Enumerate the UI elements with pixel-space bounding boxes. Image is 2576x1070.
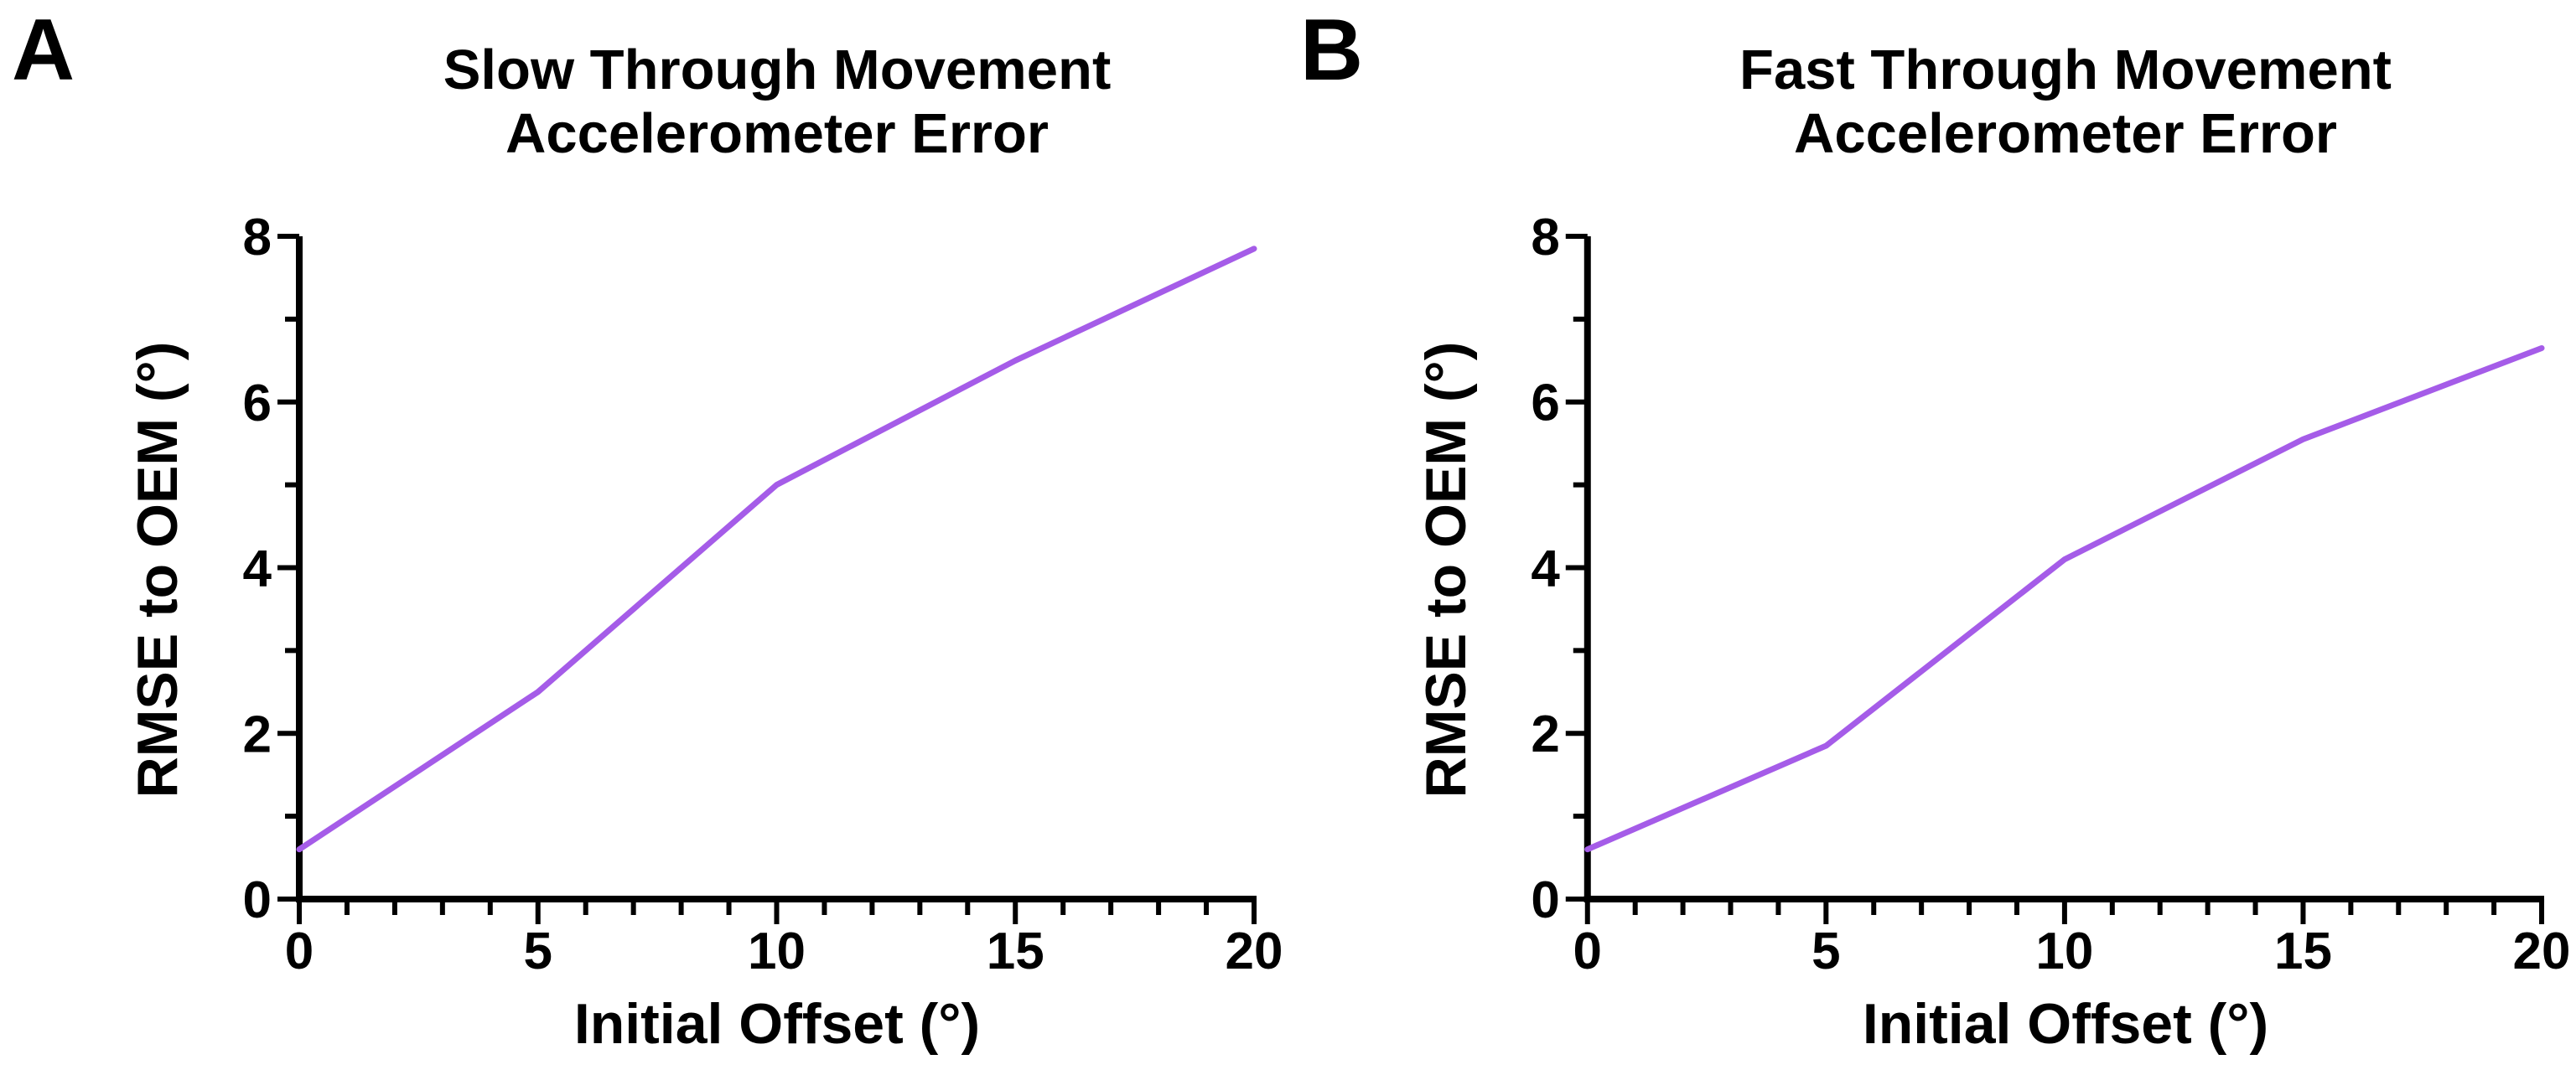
x-tick-label: 0 [1573, 923, 1602, 980]
panel-a-x-axis-label: Initial Offset (°) [573, 992, 981, 1056]
y-tick-label: 8 [1531, 209, 1559, 266]
panel-b-title-line-2: Accelerometer Error [1794, 101, 2337, 165]
panel-a-title: Slow Through Movement Accelerometer Error [299, 39, 1255, 165]
panel-b-title-line-1: Fast Through Movement [1739, 39, 2392, 101]
y-tick-label: 6 [243, 375, 272, 432]
x-tick-label: 5 [1811, 923, 1840, 980]
x-tick-label: 20 [2513, 923, 2571, 980]
x-tick-label: 10 [2035, 923, 2093, 980]
x-tick-label: 20 [1226, 923, 1283, 980]
data-line [1584, 344, 2545, 853]
x-tick-label: 15 [2274, 923, 2332, 980]
panel-a: A Slow Through Movement Accelerometer Err… [12, 2, 1283, 1056]
data-line [296, 246, 1257, 853]
panel-a-letter: A [12, 2, 75, 99]
y-tick-label: 0 [243, 871, 272, 929]
panel-b-x-axis-label: Initial Offset (°) [1862, 992, 2269, 1056]
panel-a-title-line-1: Slow Through Movement [443, 39, 1112, 101]
y-tick-label: 8 [243, 209, 272, 266]
x-tick-label: 5 [524, 923, 552, 980]
y-tick-label: 0 [1531, 871, 1559, 929]
panel-a-plot-area: 0 5 10 15 20 0 2 4 6 8 [243, 209, 1283, 980]
x-tick-label: 10 [748, 923, 806, 980]
panel-b-plot-area: 0 5 10 15 20 0 2 4 6 8 [1531, 209, 2571, 980]
x-tick-label: 0 [285, 923, 314, 980]
y-tick-label: 6 [1531, 375, 1559, 432]
y-tick-label: 2 [243, 706, 272, 763]
x-tick-label: 15 [987, 923, 1044, 980]
panel-b-title: Fast Through Movement Accelerometer Error [1588, 39, 2543, 165]
panel-b: B Fast Through Movement Accelerometer Err… [1288, 0, 2576, 1070]
y-tick-label: 4 [1531, 540, 1560, 597]
panel-a-title-line-2: Accelerometer Error [505, 101, 1049, 165]
y-tick-label: 2 [1531, 706, 1559, 763]
y-tick-label: 4 [243, 540, 272, 598]
panel-b-letter: B [1300, 2, 1364, 99]
